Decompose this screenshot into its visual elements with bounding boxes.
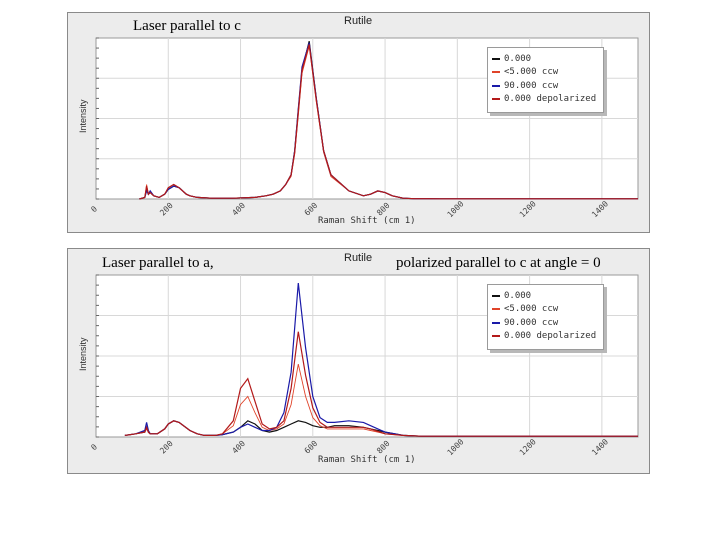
legend-label: 90.000 ccw xyxy=(504,80,559,91)
top-x-tick-label: 1200 xyxy=(518,199,538,219)
legend-swatch xyxy=(492,71,500,74)
bottom-x-tick-label: 0 xyxy=(89,442,99,452)
bottom-x-tick-label: 400 xyxy=(230,439,247,456)
legend-swatch xyxy=(492,57,500,60)
legend-entry: 90.000 ccw xyxy=(492,316,603,330)
legend-label: 0.000 xyxy=(504,290,532,301)
top-chart-panel: 0 200 400 600 800 1000 1200 1400 Rutile Intensi… xyxy=(67,12,650,233)
top-series-line-3 xyxy=(139,44,638,200)
legend-swatch xyxy=(492,321,500,324)
legend-swatch xyxy=(492,335,500,338)
top-y-axis-label: Intensity xyxy=(78,99,88,133)
legend-label: 0.000 xyxy=(504,53,532,64)
legend-swatch xyxy=(492,98,500,101)
top-chart-canvas: 0 200 400 600 800 1000 1200 1400 xyxy=(89,37,639,219)
legend-entry: <5.000 ccw xyxy=(492,66,603,80)
top-chart-legend: 0.000 <5.000 ccw 90.000 ccw 0.000 depolariz… xyxy=(487,47,604,113)
bottom-series-line-3 xyxy=(124,331,638,437)
bottom-x-tick-label: 600 xyxy=(303,439,320,456)
bottom-laser-label: Laser parallel to a, xyxy=(102,255,214,271)
top-laser-label: Laser parallel to c xyxy=(133,18,241,34)
top-x-tick-label: 1400 xyxy=(590,199,610,219)
legend-label: <5.000 ccw xyxy=(504,304,559,315)
legend-entry: 0.000 depolarized xyxy=(492,93,603,107)
legend-label: 90.000 ccw xyxy=(504,317,559,328)
bottom-polarization-label: polarized parallel to c at angle = 0 xyxy=(396,255,601,271)
top-x-tick-label: 200 xyxy=(158,201,175,218)
bottom-x-tick-label: 1200 xyxy=(518,437,538,457)
bottom-y-axis-label: Intensity xyxy=(78,337,88,371)
legend-entry: 0.000 xyxy=(492,52,603,66)
bottom-x-axis-label: Raman Shift (cm 1) xyxy=(318,455,416,465)
bottom-x-tick-label: 1400 xyxy=(590,437,610,457)
top-chart-title: Rutile xyxy=(344,15,373,27)
legend-label: <5.000 ccw xyxy=(504,67,559,78)
legend-label: 0.000 depolarized xyxy=(504,94,597,105)
top-x-axis-label: Raman Shift (cm 1) xyxy=(318,216,416,226)
legend-swatch xyxy=(492,308,500,311)
bottom-x-tick-label: 1000 xyxy=(446,437,466,457)
bottom-chart-panel: 0 200 400 600 800 1000 1200 1400 Rutile Intensi… xyxy=(67,248,650,474)
top-x-tick-label: 0 xyxy=(89,204,99,214)
legend-entry: 0.000 xyxy=(492,289,603,303)
top-x-tick-label: 600 xyxy=(303,201,320,218)
bottom-chart-title: Rutile xyxy=(344,252,373,264)
top-x-tick-label: 1000 xyxy=(446,199,466,219)
legend-swatch xyxy=(492,84,500,87)
bottom-chart-legend: 0.000 <5.000 ccw 90.000 ccw 0.000 depolariz… xyxy=(487,284,604,350)
bottom-chart-canvas: 0 200 400 600 800 1000 1200 1400 xyxy=(89,274,639,457)
legend-entry: 90.000 ccw xyxy=(492,79,603,93)
bottom-x-tick-label: 200 xyxy=(158,439,175,456)
legend-entry: <5.000 ccw xyxy=(492,303,603,317)
top-x-tick-label: 400 xyxy=(230,201,247,218)
bottom-x-tick-label: 800 xyxy=(375,439,392,456)
legend-label: 0.000 depolarized xyxy=(504,331,597,342)
legend-swatch xyxy=(492,294,500,297)
legend-entry: 0.000 depolarized xyxy=(492,330,603,344)
